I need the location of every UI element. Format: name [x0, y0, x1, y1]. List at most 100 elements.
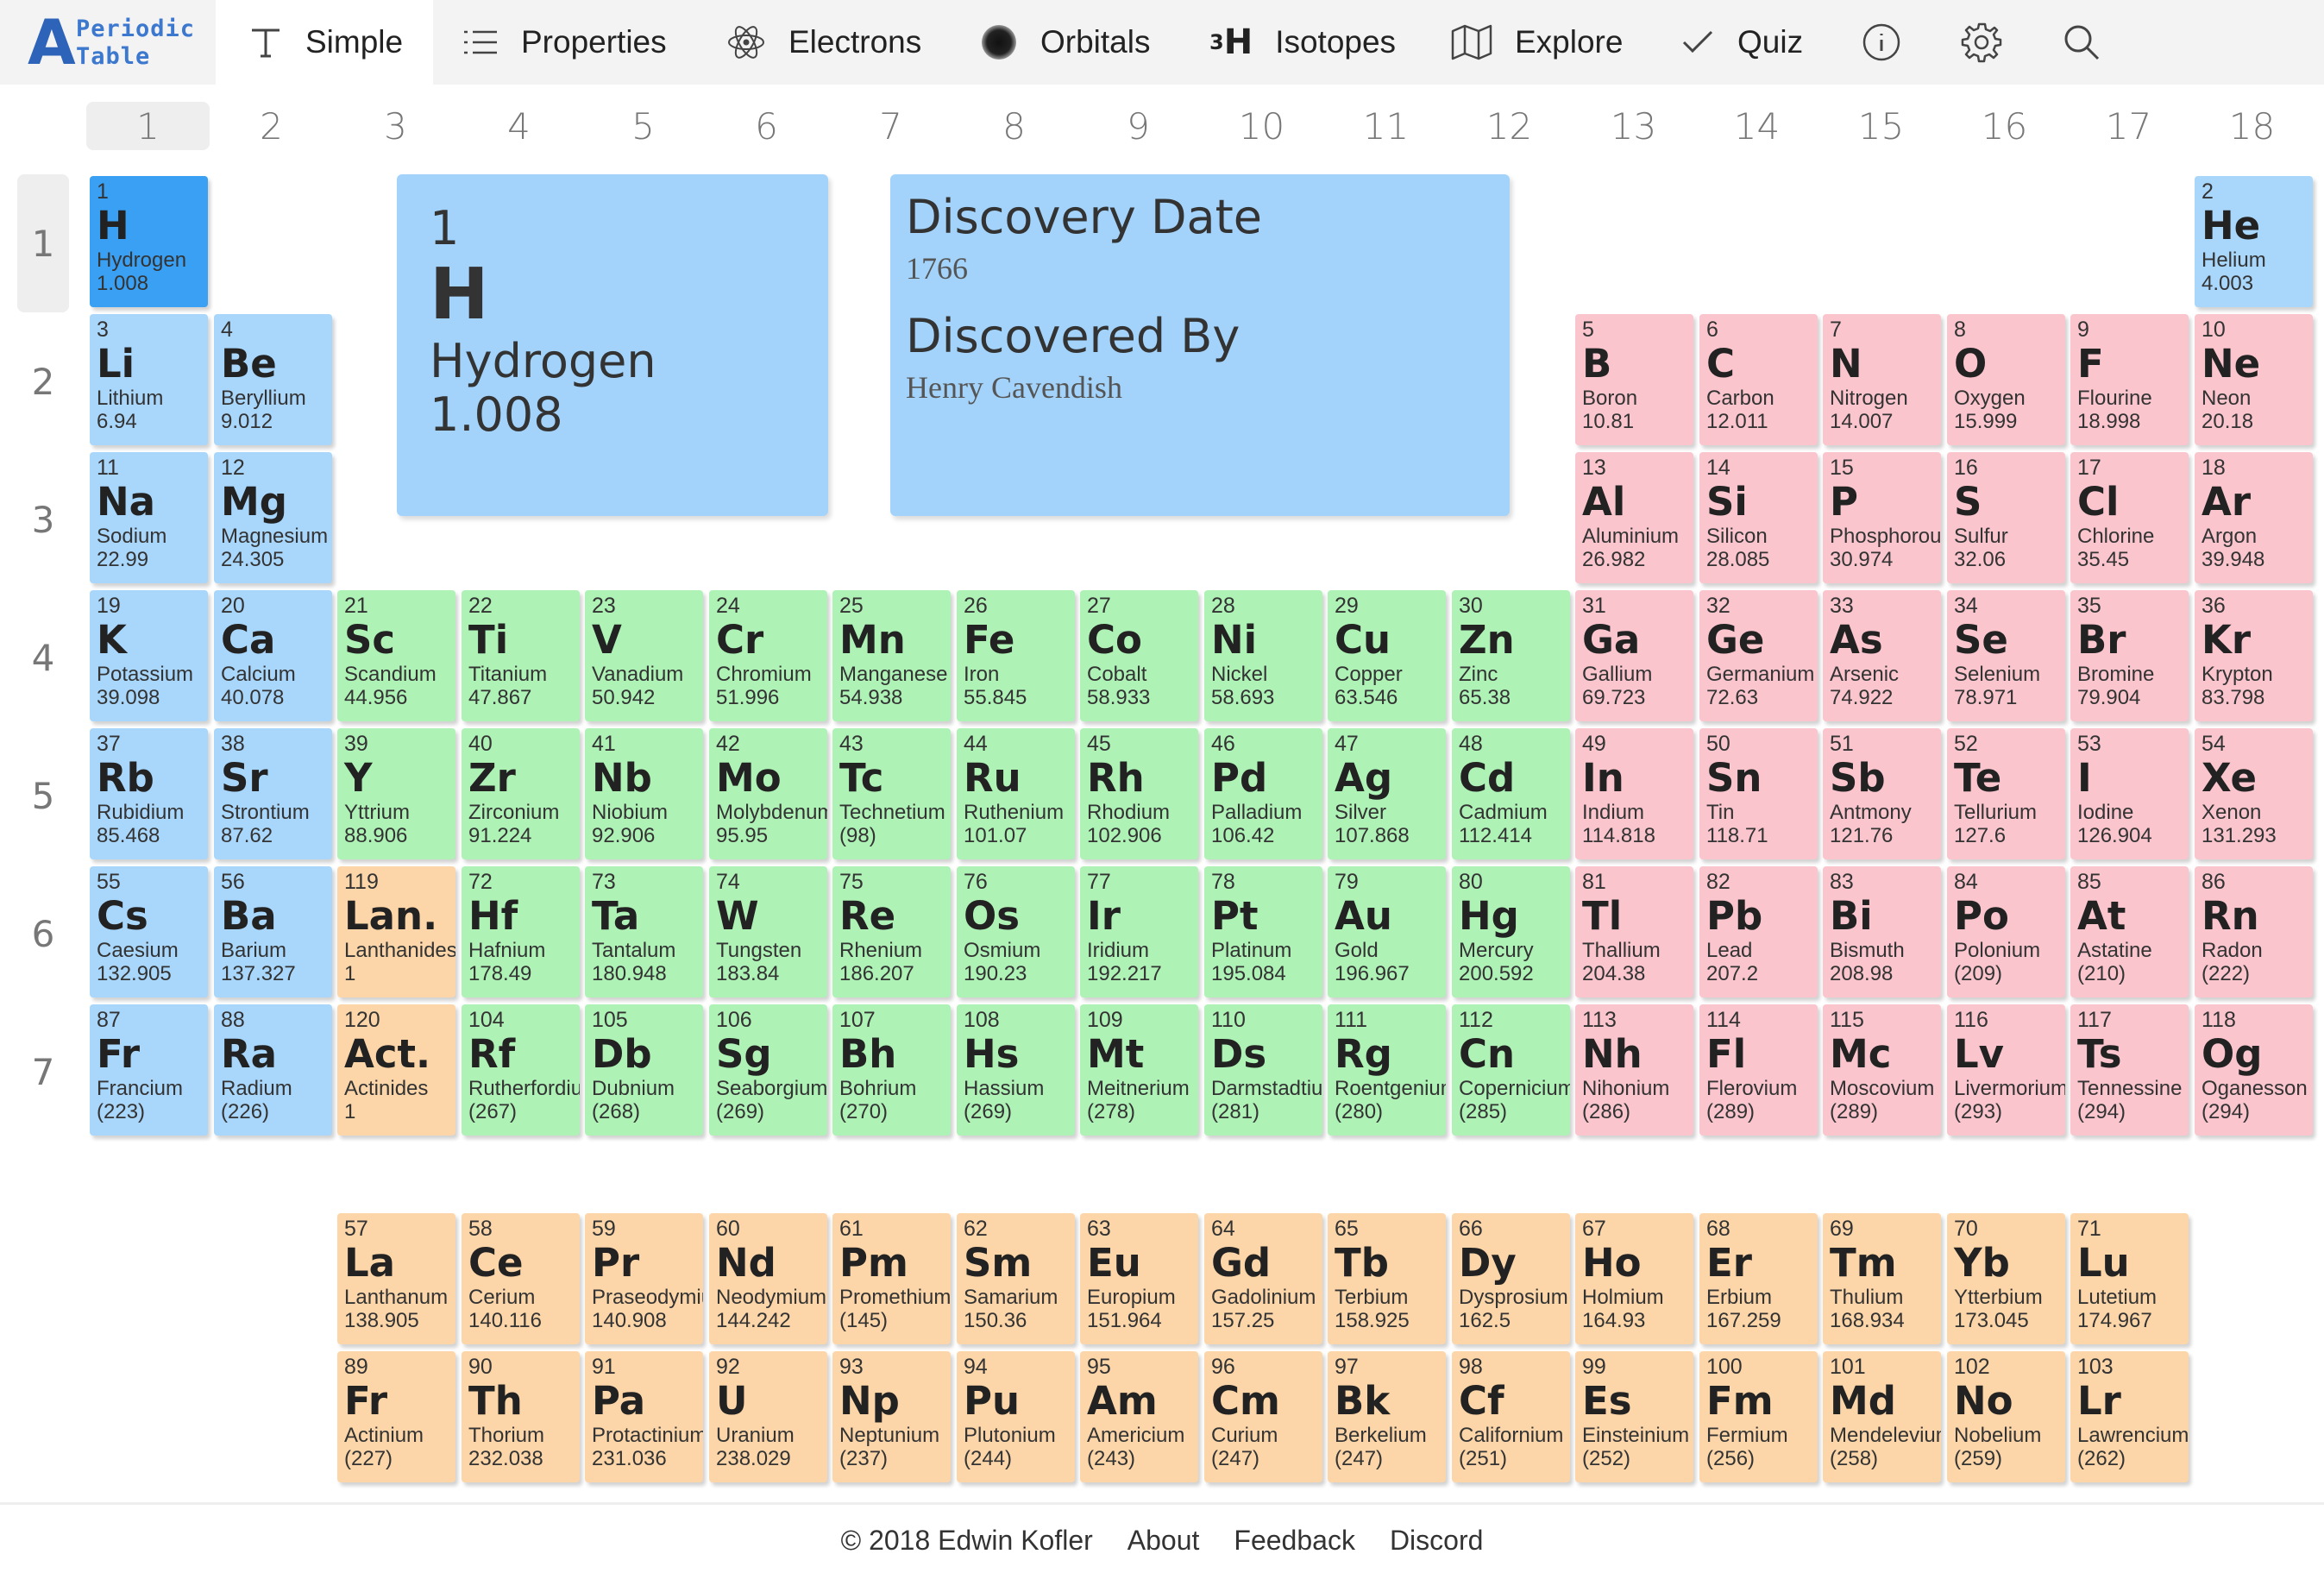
element-tile-96[interactable]: 96 Cm Curium (247): [1204, 1351, 1322, 1482]
element-tile-98[interactable]: 98 Cf Californium (251): [1452, 1351, 1570, 1482]
element-tile-58[interactable]: 58 Ce Cerium 140.116: [462, 1213, 580, 1344]
element-tile-63[interactable]: 63 Eu Europium 151.964: [1080, 1213, 1198, 1344]
element-tile-97[interactable]: 97 Bk Berkelium (247): [1328, 1351, 1446, 1482]
group-header[interactable]: 10: [1238, 104, 1285, 148]
group-header[interactable]: 16: [1981, 104, 2028, 148]
element-tile-85[interactable]: 85 At Astatine (210): [2070, 866, 2189, 997]
element-tile-71[interactable]: 71 Lu Lutetium 174.967: [2070, 1213, 2189, 1344]
element-tile-77[interactable]: 77 Ir Iridium 192.217: [1080, 866, 1198, 997]
element-tile-112[interactable]: 112 Cn Copernicium (285): [1452, 1004, 1570, 1136]
element-tile-6[interactable]: 6 C Carbon 12.011: [1699, 314, 1818, 445]
group-header[interactable]: 4: [507, 104, 531, 148]
element-tile-110[interactable]: 110DsDarmstadtium(281): [1204, 1004, 1322, 1136]
group-header[interactable]: 8: [1002, 104, 1026, 148]
element-tile-4[interactable]: 4 Be Beryllium 9.012: [214, 314, 332, 445]
element-tile-92[interactable]: 92 U Uranium 238.029: [709, 1351, 827, 1482]
element-tile-103[interactable]: 103 Lr Lawrencium (262): [2070, 1351, 2189, 1482]
element-tile-111[interactable]: 111 Rg Roentgenium (280): [1328, 1004, 1446, 1136]
element-tile-113[interactable]: 113 Nh Nihonium (286): [1575, 1004, 1693, 1136]
element-tile-57[interactable]: 57 La Lanthanum 138.905: [337, 1213, 455, 1344]
element-tile-20[interactable]: 20 Ca Calcium 40.078: [214, 590, 332, 721]
element-tile-101[interactable]: 101 Md Mendelevium (258): [1823, 1351, 1941, 1482]
element-tile-79[interactable]: 79 Au Gold 196.967: [1328, 866, 1446, 997]
element-tile-42[interactable]: 42 Mo Molybdenum 95.95: [709, 728, 827, 859]
element-tile-107[interactable]: 107 Bh Bohrium (270): [832, 1004, 951, 1136]
element-tile-66[interactable]: 66 Dy Dysprosium 162.5: [1452, 1213, 1570, 1344]
element-tile-14[interactable]: 14 Si Silicon 28.085: [1699, 452, 1818, 583]
element-tile-19[interactable]: 19 K Potassium 39.098: [90, 590, 208, 721]
element-tile-59[interactable]: 59PrPraseodymium140.908: [585, 1213, 703, 1344]
element-tile-60[interactable]: 60 Nd Neodymium 144.242: [709, 1213, 827, 1344]
element-tile-8[interactable]: 8 O Oxygen 15.999: [1947, 314, 2065, 445]
period-header[interactable]: 5: [31, 774, 55, 817]
element-tile-38[interactable]: 38 Sr Strontium 87.62: [214, 728, 332, 859]
element-tile-22[interactable]: 22 Ti Titanium 47.867: [462, 590, 580, 721]
element-tile-33[interactable]: 33 As Arsenic 74.922: [1823, 590, 1941, 721]
element-tile-43[interactable]: 43 Tc Technetium (98): [832, 728, 951, 859]
nav-quiz[interactable]: Quiz: [1680, 0, 1803, 85]
settings-button[interactable]: [1951, 0, 2012, 85]
group-header[interactable]: 3: [384, 104, 407, 148]
element-tile-30[interactable]: 30 Zn Zinc 65.38: [1452, 590, 1570, 721]
group-header[interactable]: 14: [1733, 104, 1781, 148]
element-tile-39[interactable]: 39 Y Yttrium 88.906: [337, 728, 455, 859]
element-tile-76[interactable]: 76 Os Osmium 190.23: [957, 866, 1075, 997]
element-tile-114[interactable]: 114 Fl Flerovium (289): [1699, 1004, 1818, 1136]
element-tile-74[interactable]: 74 W Tungsten 183.84: [709, 866, 827, 997]
element-tile-61[interactable]: 61 Pm Promethium (145): [832, 1213, 951, 1344]
element-tile-27[interactable]: 27 Co Cobalt 58.933: [1080, 590, 1198, 721]
element-tile-18[interactable]: 18 Ar Argon 39.948: [2195, 452, 2313, 583]
group-header[interactable]: 5: [631, 104, 655, 148]
element-tile-120[interactable]: 120 Act. Actinides 1: [337, 1004, 455, 1136]
element-tile-1[interactable]: 1 H Hydrogen 1.008: [90, 176, 208, 307]
group-header[interactable]: 9: [1127, 104, 1150, 148]
element-tile-17[interactable]: 17 Cl Chlorine 35.45: [2070, 452, 2189, 583]
app-logo[interactable]: A Periodic Table: [28, 11, 217, 73]
element-tile-16[interactable]: 16 S Sulfur 32.06: [1947, 452, 2065, 583]
group-header[interactable]: 11: [1362, 104, 1410, 148]
search-button[interactable]: [2051, 0, 2112, 85]
element-tile-5[interactable]: 5 B Boron 10.81: [1575, 314, 1693, 445]
element-tile-75[interactable]: 75 Re Rhenium 186.207: [832, 866, 951, 997]
group-header[interactable]: 13: [1610, 104, 1657, 148]
group-header[interactable]: 6: [755, 104, 778, 148]
element-tile-50[interactable]: 50 Sn Tin 118.71: [1699, 728, 1818, 859]
element-tile-106[interactable]: 106 Sg Seaborgium (269): [709, 1004, 827, 1136]
element-tile-15[interactable]: 15 P Phosphorous 30.974: [1823, 452, 1941, 583]
element-tile-48[interactable]: 48 Cd Cadmium 112.414: [1452, 728, 1570, 859]
element-tile-105[interactable]: 105 Db Dubnium (268): [585, 1004, 703, 1136]
element-tile-25[interactable]: 25 Mn Manganese 54.938: [832, 590, 951, 721]
group-header[interactable]: 2: [260, 104, 283, 148]
element-tile-49[interactable]: 49 In Indium 114.818: [1575, 728, 1693, 859]
element-tile-100[interactable]: 100 Fm Fermium (256): [1699, 1351, 1818, 1482]
element-tile-47[interactable]: 47 Ag Silver 107.868: [1328, 728, 1446, 859]
element-tile-115[interactable]: 115 Mc Moscovium (289): [1823, 1004, 1941, 1136]
element-tile-32[interactable]: 32 Ge Germanium 72.63: [1699, 590, 1818, 721]
period-header[interactable]: 1: [17, 174, 69, 312]
element-tile-93[interactable]: 93 Np Neptunium (237): [832, 1351, 951, 1482]
element-tile-52[interactable]: 52 Te Tellurium 127.6: [1947, 728, 2065, 859]
nav-simple[interactable]: Simple: [216, 0, 433, 85]
element-tile-116[interactable]: 116 Lv Livermorium (293): [1947, 1004, 2065, 1136]
discord-link[interactable]: Discord: [1389, 1524, 1484, 1556]
element-tile-45[interactable]: 45 Rh Rhodium 102.906: [1080, 728, 1198, 859]
feedback-link[interactable]: Feedback: [1234, 1524, 1355, 1556]
element-tile-9[interactable]: 9 F Flourine 18.998: [2070, 314, 2189, 445]
element-tile-118[interactable]: 118 Og Oganesson (294): [2195, 1004, 2313, 1136]
element-tile-62[interactable]: 62 Sm Samarium 150.36: [957, 1213, 1075, 1344]
element-tile-82[interactable]: 82 Pb Lead 207.2: [1699, 866, 1818, 997]
element-tile-90[interactable]: 90 Th Thorium 232.038: [462, 1351, 580, 1482]
element-tile-10[interactable]: 10 Ne Neon 20.18: [2195, 314, 2313, 445]
period-header[interactable]: 3: [31, 498, 55, 541]
element-tile-68[interactable]: 68 Er Erbium 167.259: [1699, 1213, 1818, 1344]
element-tile-104[interactable]: 104RfRutherfordium(267): [462, 1004, 580, 1136]
element-tile-7[interactable]: 7 N Nitrogen 14.007: [1823, 314, 1941, 445]
element-tile-53[interactable]: 53 I Iodine 126.904: [2070, 728, 2189, 859]
element-tile-28[interactable]: 28 Ni Nickel 58.693: [1204, 590, 1322, 721]
element-tile-55[interactable]: 55 Cs Caesium 132.905: [90, 866, 208, 997]
element-tile-81[interactable]: 81 Tl Thallium 204.38: [1575, 866, 1693, 997]
element-tile-94[interactable]: 94 Pu Plutonium (244): [957, 1351, 1075, 1482]
group-header[interactable]: 18: [2228, 104, 2276, 148]
element-tile-78[interactable]: 78 Pt Platinum 195.084: [1204, 866, 1322, 997]
period-header[interactable]: 4: [31, 636, 55, 679]
